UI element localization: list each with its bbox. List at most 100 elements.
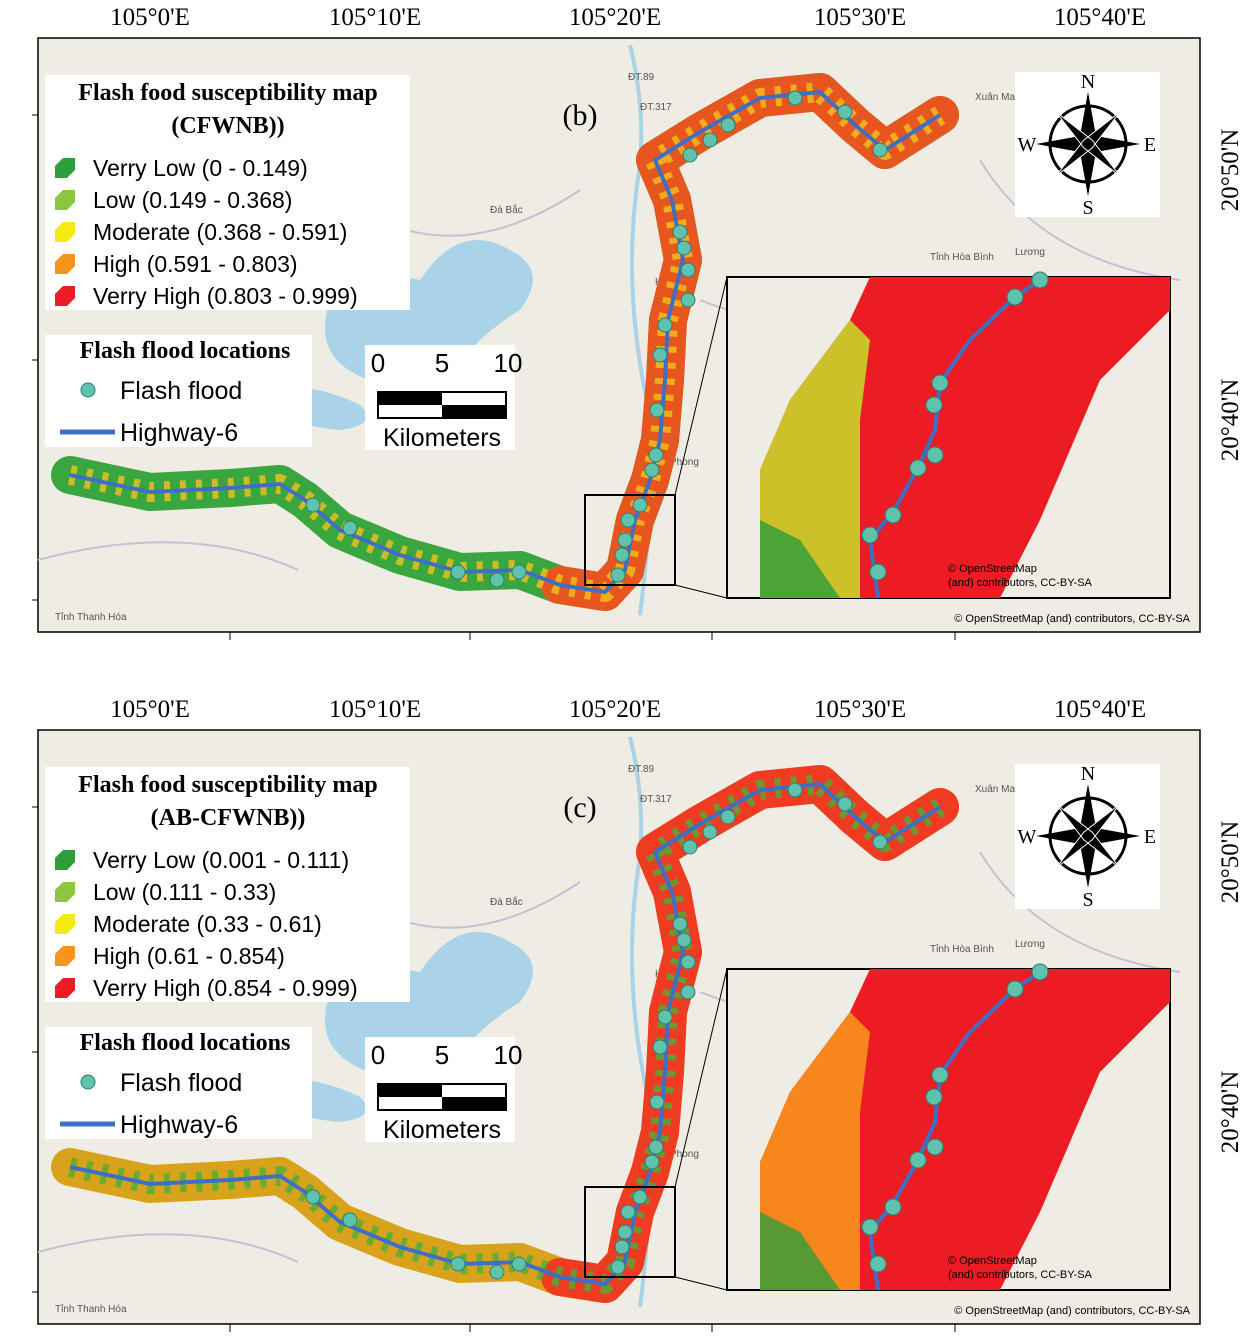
flood-point (644, 1154, 660, 1170)
zoom-box (584, 1186, 676, 1278)
inset-flood-point (1006, 980, 1024, 998)
legend-entry: Low (0.111 - 0.33) (93, 879, 276, 905)
longitude-label: 105°30'E (814, 4, 906, 31)
inset-flood-point (1006, 288, 1024, 306)
scale-bar-fill (378, 392, 442, 405)
latitude-label: 20°50'N (1217, 821, 1244, 904)
flood-point (720, 117, 736, 133)
legend-swatch (55, 946, 75, 966)
panel-label: (c) (563, 791, 596, 824)
flood-point (872, 142, 888, 158)
flood-point (872, 834, 888, 850)
flood-point (680, 954, 696, 970)
scale-tick: 0 (371, 348, 385, 378)
flood-point (305, 497, 321, 513)
attribution: © OpenStreetMap (and) contributors, CC-B… (954, 613, 1190, 625)
place-name: Tỉnh Thanh Hóa (55, 611, 127, 623)
latitude-label: 20°40'N (1217, 379, 1244, 462)
flood-point (614, 1239, 630, 1255)
attribution: © OpenStreetMap (and) contributors, CC-B… (954, 1305, 1190, 1317)
scale-unit: Kilometers (383, 1116, 501, 1144)
inset-flood-point (909, 459, 927, 477)
inset-zone-low (760, 320, 870, 598)
flood-point (657, 317, 673, 333)
compass-star-minor (1055, 803, 1121, 869)
inset-flood-point (869, 1255, 887, 1273)
inset-flood-point (861, 526, 879, 544)
longitude-label: 105°40'E (1054, 4, 1146, 31)
compass-w: W (1018, 134, 1037, 156)
flood-point (649, 402, 665, 418)
legend-entry: High (0.591 - 0.803) (93, 251, 298, 277)
flood-point (652, 347, 668, 363)
longitude-label: 105°40'E (1054, 696, 1146, 723)
admin-boundary (979, 851, 1181, 973)
place-name: Xuân Mai (975, 92, 1017, 103)
place-name: ĐT.89 (628, 72, 655, 83)
inset-attribution: © OpenStreetMap (948, 1255, 1037, 1267)
place-name: Tỉnh Hòa Bình (930, 943, 994, 955)
legend-entry: Moderate (0.33 - 0.61) (93, 911, 322, 937)
zoom-box (584, 494, 676, 586)
flood-point (489, 1264, 505, 1280)
zoom-connector (674, 584, 728, 599)
flood-point (680, 292, 696, 308)
place-name: ĐT.317 (640, 794, 672, 805)
inset-attribution: © OpenStreetMap (948, 563, 1037, 575)
inset-flood-point (931, 1066, 949, 1084)
locations-title: Flash flood locations (80, 1030, 291, 1056)
flood-point (632, 1189, 648, 1205)
flood-point (511, 564, 527, 580)
latitude-label: 20°50'N (1217, 129, 1244, 212)
flood-point (720, 809, 736, 825)
legend-entry: Verry Low (0 - 0.149) (93, 155, 308, 181)
inset-attribution: (and) contributors, CC-BY-SA (948, 1269, 1093, 1281)
flood-point (610, 1259, 626, 1275)
flood-point (614, 547, 630, 563)
compass-s: S (1082, 889, 1093, 911)
scale-unit: Kilometers (383, 424, 501, 452)
place-name: ĐT.317 (640, 102, 672, 113)
compass-star-minor (1055, 111, 1121, 177)
zoom-connector (674, 968, 728, 1188)
longitude-label: 105°20'E (569, 4, 661, 31)
compass-n: N (1081, 763, 1095, 785)
compass-e: E (1144, 134, 1156, 156)
legend-entry: Verry Low (0.001 - 0.111) (93, 847, 349, 873)
legend-highway-label: Highway-6 (120, 419, 238, 447)
flood-point (676, 240, 692, 256)
scale-tick: 5 (435, 1040, 449, 1070)
longitude-label: 105°0'E (110, 4, 190, 31)
place-name: Lương (1015, 939, 1045, 950)
legend-flood-point (80, 1074, 96, 1090)
flood-point (450, 1256, 466, 1272)
legend-swatch (55, 882, 75, 902)
scale-tick: 10 (494, 348, 523, 378)
place-name: Phong (670, 457, 699, 468)
place-name: ĐT.89 (628, 764, 655, 775)
legend-swatch (55, 222, 75, 242)
longitude-label: 105°0'E (110, 696, 190, 723)
legend-swatch (55, 978, 75, 998)
compass-w: W (1018, 826, 1037, 848)
flood-point (676, 932, 692, 948)
inset-flood-point (926, 446, 944, 464)
flood-point (632, 497, 648, 513)
legend-swatch (55, 190, 75, 210)
legend-swatch (55, 850, 75, 870)
flood-point (680, 262, 696, 278)
flood-point (672, 916, 688, 932)
legend-entry: High (0.61 - 0.854) (93, 943, 285, 969)
inset-zone-verylow (760, 520, 840, 598)
legend-entry: Verry High (0.803 - 0.999) (93, 283, 358, 309)
legend-title: Flash food susceptibility map (78, 772, 377, 798)
legend-swatch (55, 158, 75, 178)
place-name: Đà Bắc (490, 895, 523, 908)
flood-point (617, 1224, 633, 1240)
flood-point (617, 532, 633, 548)
inset-flood-point (925, 1088, 943, 1106)
compass-e: E (1144, 826, 1156, 848)
legend-title: Flash food susceptibility map (78, 80, 377, 106)
legend-entry: Moderate (0.368 - 0.591) (93, 219, 347, 245)
